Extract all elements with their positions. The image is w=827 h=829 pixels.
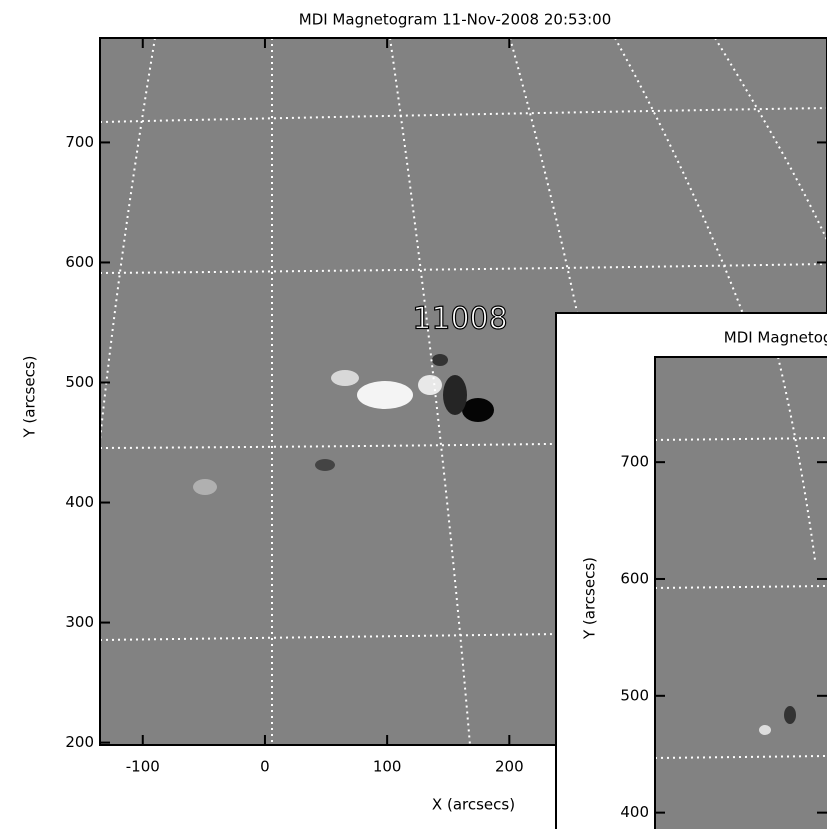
sunspot-features bbox=[193, 354, 494, 495]
y-tick-label: 600 bbox=[620, 569, 649, 587]
y-tick-label: 700 bbox=[65, 133, 94, 151]
plot-frame bbox=[654, 356, 827, 829]
magnetogram bbox=[655, 357, 827, 829]
chart-title: MDI Magnetogram 11-Nov-2008 20:53:00 bbox=[299, 11, 612, 29]
y-tick-label: 500 bbox=[620, 686, 649, 704]
y-tick-label: 200 bbox=[65, 733, 94, 751]
y-tick-label: 700 bbox=[620, 453, 649, 471]
x-tick-label: -100 bbox=[126, 758, 160, 776]
heliographic-grid bbox=[654, 356, 827, 759]
inset-plot: MDI Magnetogram 11-Nov-2008 20:53:00 400 5… bbox=[581, 329, 827, 829]
y-tick-label: 400 bbox=[65, 493, 94, 511]
heliographic-grid bbox=[99, 37, 827, 746]
y-tick-label: 400 bbox=[620, 803, 649, 821]
y-tick-label: 500 bbox=[65, 373, 94, 391]
y-tick-label: 300 bbox=[65, 613, 94, 631]
x-tick-label: 100 bbox=[373, 758, 402, 776]
x-tick-label: 0 bbox=[260, 758, 270, 776]
plot-frame bbox=[99, 37, 827, 746]
chart-title: MDI Magnetogram 11-Nov-2008 20:53:00 bbox=[724, 329, 827, 347]
y-axis-label: Y (arcsecs) bbox=[581, 557, 599, 640]
y-axis-label: Y (arcsecs) bbox=[21, 355, 39, 438]
region-label: 11008 bbox=[412, 302, 507, 337]
x-axis-label: X (arcsecs) bbox=[432, 796, 515, 814]
x-tick-label: 200 bbox=[495, 758, 524, 776]
y-tick-label: 600 bbox=[65, 253, 94, 271]
